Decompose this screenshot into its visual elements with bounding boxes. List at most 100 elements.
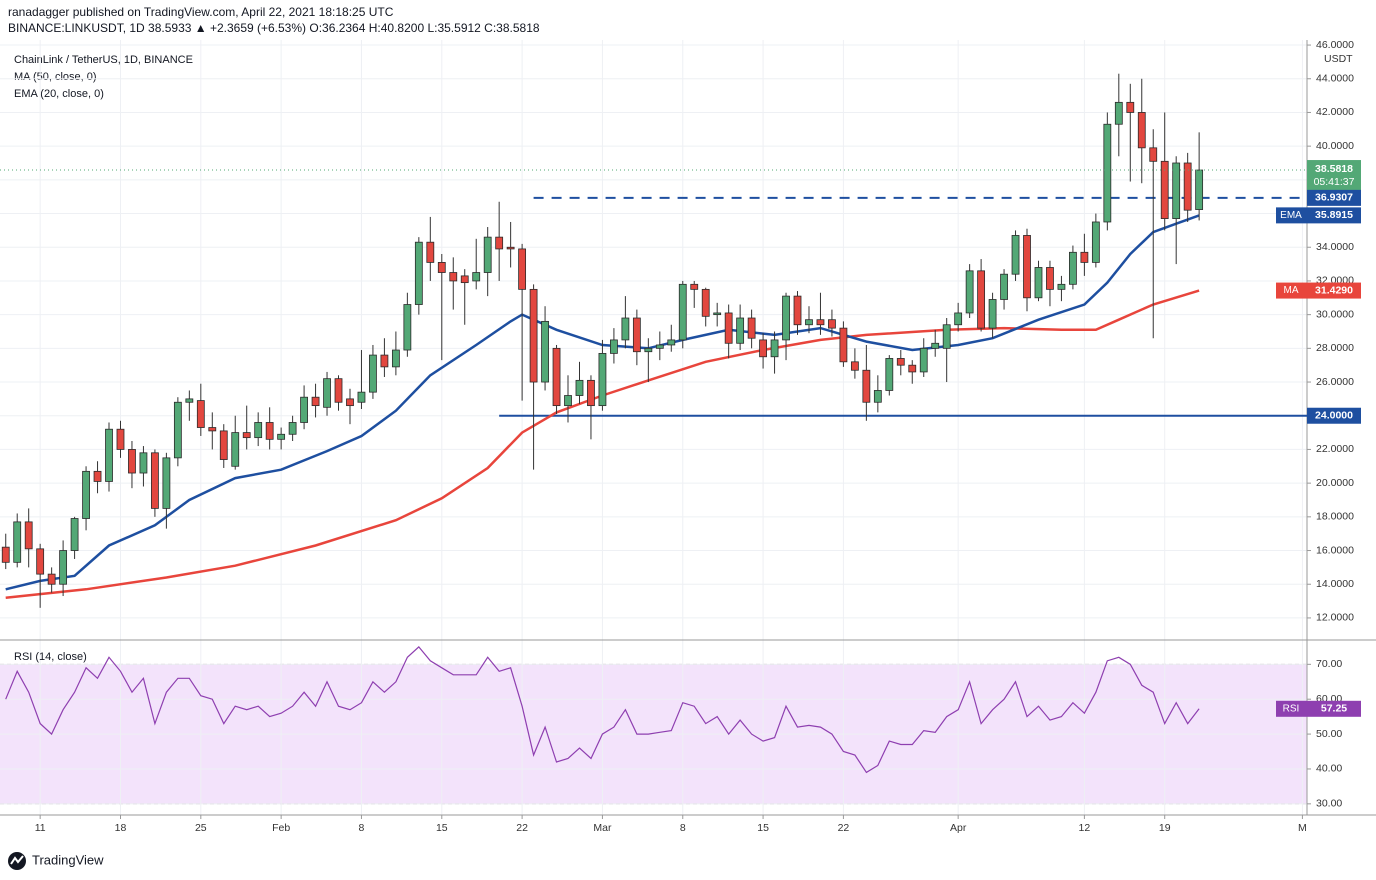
candle-body (529, 288, 538, 383)
candle-body (208, 427, 217, 432)
x-tick-label: 18 (115, 822, 127, 834)
candle-body (139, 452, 148, 474)
candle-body (59, 550, 68, 585)
candle-body (1149, 147, 1158, 162)
x-tick-label: Apr (950, 822, 967, 834)
candle-body (621, 317, 630, 341)
candle-body (334, 378, 343, 403)
candle-body (667, 339, 676, 346)
y-tick-label: 18.0000 (1316, 511, 1354, 523)
x-tick-label: 15 (436, 822, 448, 834)
y-tick-label: 26.0000 (1316, 376, 1354, 388)
candle-body (1046, 267, 1054, 290)
candle-body (908, 364, 917, 373)
x-tick-label: Mar (593, 822, 612, 834)
candle-body (690, 283, 699, 290)
brand: TradingView (32, 852, 104, 867)
rsi-y-tick-label: 40.00 (1316, 763, 1342, 775)
candle-body (1091, 221, 1100, 263)
candle-body (988, 299, 997, 329)
candle-body (13, 521, 22, 563)
last-price-label: 38.5818 (1315, 163, 1353, 175)
candle-body (460, 275, 469, 284)
candle-body (1000, 273, 1008, 300)
candle-body (839, 327, 848, 363)
candle-body (1195, 169, 1204, 210)
candle-body (896, 358, 905, 366)
rsi-badge-label: 57.25 (1321, 703, 1347, 715)
candle-body (426, 241, 435, 263)
candle-body (759, 339, 767, 358)
candle-body (449, 272, 458, 282)
x-tick-label: 11 (35, 822, 46, 834)
candle-body (162, 457, 171, 509)
rsi-y-tick-label: 50.00 (1316, 728, 1342, 740)
y-tick-label: 16.0000 (1316, 544, 1354, 556)
x-tick-label: 22 (516, 822, 528, 834)
publisher: ranadagger published on TradingView.com,… (8, 5, 394, 19)
y-tick-label: 30.0000 (1316, 308, 1354, 320)
x-tick-label: 25 (195, 822, 207, 834)
candle-body (1080, 251, 1089, 263)
candle-body (1023, 235, 1031, 299)
candle-body (1069, 251, 1077, 285)
candle-body (919, 347, 928, 373)
overlay-tag (1276, 282, 1307, 299)
y-tick-label: 12.0000 (1316, 612, 1354, 624)
candle-body (357, 391, 366, 403)
candle-body (414, 241, 423, 305)
candle-body (24, 521, 33, 550)
candle-body (977, 270, 986, 329)
candle-body (564, 395, 572, 407)
candle-body (632, 317, 641, 353)
candle-body (82, 470, 90, 519)
overlay-tag-label: EMA (1280, 210, 1302, 221)
candle-body (931, 342, 940, 349)
candle-body (1011, 235, 1020, 275)
candle-body (954, 312, 963, 326)
candle-body (541, 320, 549, 383)
candle-body (242, 432, 251, 439)
candle-body (1160, 160, 1169, 220)
candle-body (850, 361, 859, 371)
candle-body (816, 319, 825, 326)
candle-body (770, 339, 779, 358)
candle-body (655, 344, 664, 349)
y-tick-label: 42.0000 (1316, 106, 1354, 118)
candle-body (231, 432, 240, 467)
candle-body (151, 452, 159, 509)
candle-body (288, 422, 297, 435)
candle-body (713, 312, 722, 316)
candle-body (552, 347, 561, 407)
candle-body (701, 288, 710, 317)
candle-body (36, 548, 45, 575)
candle-body (793, 295, 802, 326)
candle-body (587, 379, 595, 407)
candle-body (1, 546, 10, 563)
candle-body (644, 347, 653, 353)
y-tick-label: 44.0000 (1316, 73, 1354, 85)
candle-body (1172, 162, 1181, 220)
candle-body (678, 283, 687, 341)
candle-body (828, 319, 836, 329)
x-tick-label: 19 (1159, 822, 1171, 834)
candle-body (300, 396, 308, 423)
candle-body (128, 449, 136, 474)
candle-body (70, 518, 79, 551)
candle-body (1126, 101, 1135, 113)
candle-body (472, 272, 481, 282)
candle-body (1057, 283, 1066, 290)
candle-body (380, 354, 389, 368)
candle-body (747, 317, 756, 339)
candle-body (495, 236, 504, 250)
candle-body (93, 470, 102, 482)
y-tick-label: 14.0000 (1316, 578, 1354, 590)
candle-body (185, 398, 194, 403)
currency-label: USDT (1324, 53, 1353, 65)
candle-body (575, 379, 584, 396)
candle-body (506, 246, 515, 250)
candle-body (391, 349, 400, 368)
level-badge (1307, 407, 1361, 424)
candle-body (47, 573, 56, 585)
candle-body (437, 262, 446, 273)
